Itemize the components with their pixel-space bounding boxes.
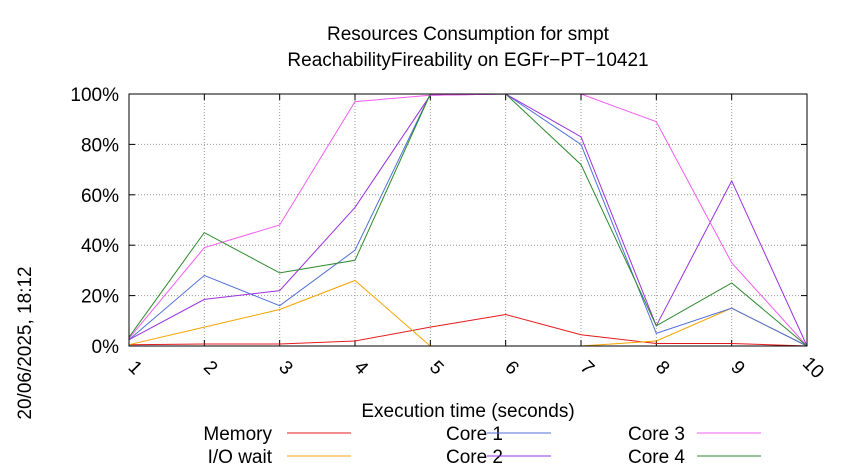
y-tick-label: 80% (81, 135, 119, 156)
x-tick-label: 8 (651, 357, 673, 379)
series-line-core-1 (128, 93, 808, 347)
y-tick-label: 0% (92, 337, 120, 358)
legend-label: I/O wait (208, 447, 273, 468)
x-axis-label: Execution time (seconds) (361, 401, 574, 422)
chart-title: Resources Consumption for smpt (327, 24, 610, 45)
legend-label: Memory (203, 424, 272, 445)
legend-label: Core 4 (628, 447, 685, 468)
x-tick-label: 4 (350, 357, 373, 380)
x-tick-label: 10 (798, 353, 828, 383)
legend-label: Core 3 (628, 424, 685, 445)
plot-frame (128, 93, 808, 347)
y-tick-label: 60% (81, 186, 119, 207)
y-tick-label: 20% (81, 287, 119, 308)
x-tick-label: 1 (124, 357, 146, 379)
series-line-memory (128, 313, 808, 347)
x-tick-label: 9 (726, 357, 748, 379)
series-line-core-2 (128, 93, 808, 347)
grid (129, 94, 807, 346)
y-tick-label: 100% (70, 85, 119, 106)
x-tick-label: 3 (274, 357, 296, 379)
series-lines (128, 93, 808, 347)
legend-label: Core 1 (446, 424, 503, 445)
series-line-core-4 (128, 93, 808, 347)
legend-label: Core 2 (446, 447, 503, 468)
x-axis-ticks: 1 2 3 4 5 6 7 8 9 10 (124, 94, 828, 383)
x-tick-label: 7 (576, 357, 598, 379)
timestamp-label: 20/06/2025, 18:12 (15, 266, 36, 419)
y-tick-label: 40% (81, 236, 119, 257)
x-tick-label: 5 (425, 357, 447, 379)
chart-subtitle: ReachabilityFireability on EGFr−PT−10421 (287, 50, 648, 71)
series-line-core-3 (128, 93, 808, 347)
y-axis-ticks: 0% 20% 40% 60% 80% 100% (70, 85, 807, 358)
x-tick-label: 6 (500, 357, 522, 379)
series-line-i-o-wait (128, 279, 808, 347)
x-tick-label: 2 (199, 357, 221, 379)
